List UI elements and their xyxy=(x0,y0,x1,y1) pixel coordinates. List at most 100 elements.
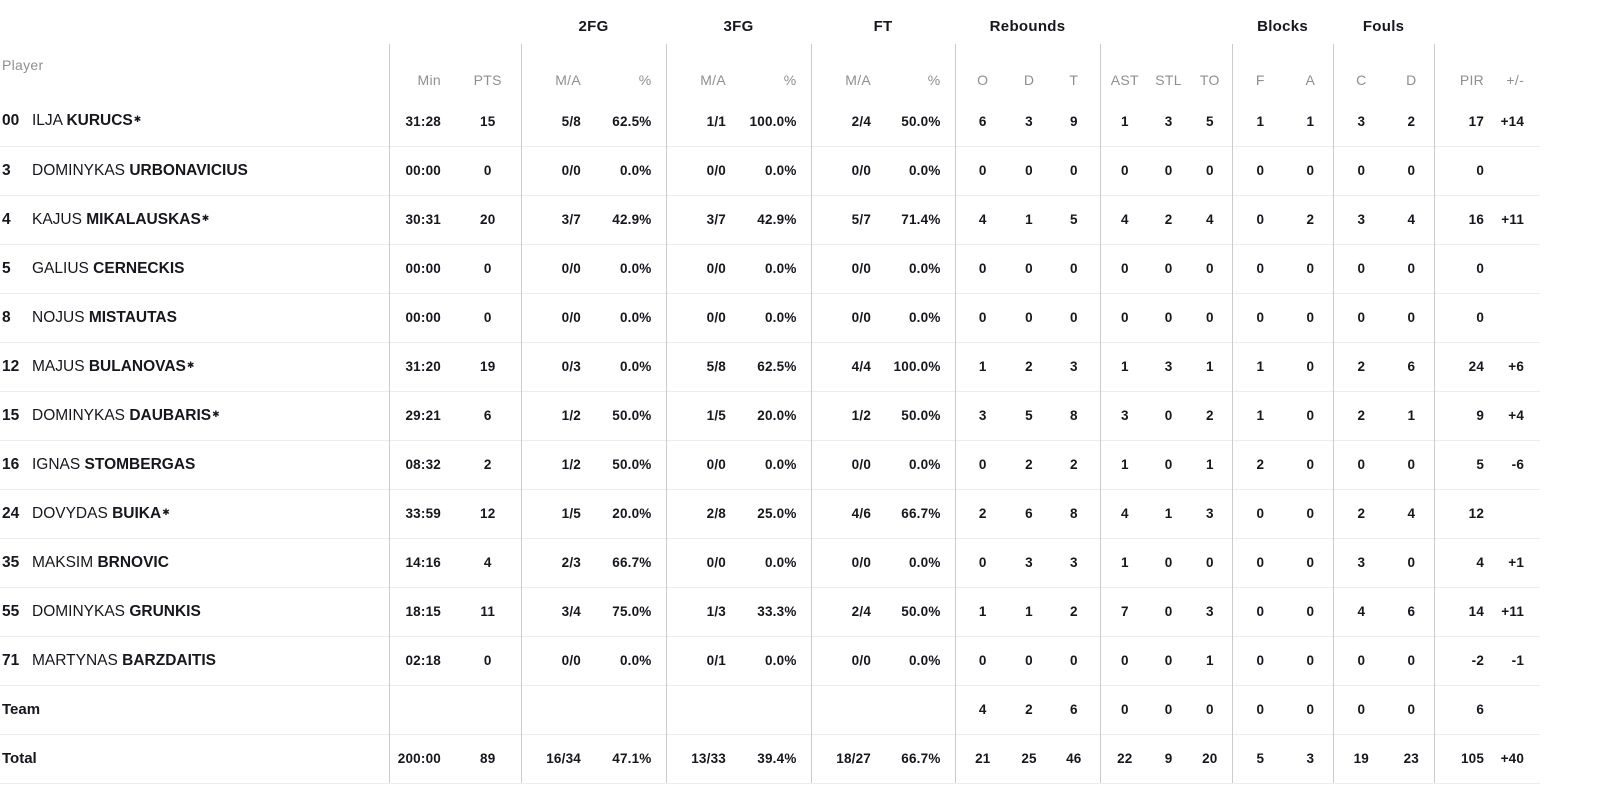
column-header-2fg-pct: % xyxy=(638,72,652,88)
player-last-name: BRNOVIC xyxy=(97,553,169,571)
player-last-name: URBONAVICIUS xyxy=(129,161,248,179)
stat-cell-pir: 0 xyxy=(1433,243,1491,293)
stat-cell-3fg-pct: 39.4% xyxy=(740,733,812,784)
player-name-cell: 4 KAJUS MIKALAUSKAS✱ xyxy=(0,194,389,244)
jersey-number: 12 xyxy=(2,357,20,375)
stat-cell-to: 0 xyxy=(1188,684,1233,734)
stat-cell-foul-c: 4 xyxy=(1332,586,1390,636)
stat-cell-plusminus: +1 xyxy=(1490,537,1541,587)
stat-cell-to: 0 xyxy=(1188,537,1233,587)
stat-cell-foul-c: 3 xyxy=(1332,97,1390,146)
group-header-2fg: 2FG xyxy=(578,17,609,35)
stat-cell-ft-pct: 0.0% xyxy=(885,635,956,685)
stat-cell-2fg-ma: 1/2 xyxy=(520,439,595,489)
stat-cell-reb-o: 4 xyxy=(954,194,1011,244)
stat-cell-min: 00:00 xyxy=(388,243,455,293)
stat-cell-ast: 22 xyxy=(1099,733,1150,784)
stat-cell-2fg-ma: 0/0 xyxy=(520,292,595,342)
stat-cell-reb-d: 0 xyxy=(1010,243,1049,293)
stat-cell-foul-c: 2 xyxy=(1332,341,1390,391)
stat-cell-to: 0 xyxy=(1188,243,1233,293)
stat-cell-ft-pct xyxy=(885,684,956,734)
stat-cell-min: 00:00 xyxy=(388,292,455,342)
stat-cell-ast: 4 xyxy=(1099,194,1150,244)
jersey-number: 4 xyxy=(2,210,11,228)
stat-cell-ft-pct: 66.7% xyxy=(885,733,956,784)
stat-cell-2fg-ma: 0/0 xyxy=(520,243,595,293)
stat-cell-foul-d: 0 xyxy=(1389,684,1435,734)
stat-cell-ft-ma: 5/7 xyxy=(810,194,886,244)
column-header-blk-f: F xyxy=(1231,44,1289,97)
stat-cell-reb-t: 8 xyxy=(1048,390,1101,440)
stat-cell-stl: 0 xyxy=(1149,635,1189,685)
stat-cell-reb-t: 0 xyxy=(1048,635,1101,685)
stat-cell-foul-c: 3 xyxy=(1332,194,1390,244)
stat-cell-pir: 24 xyxy=(1433,341,1491,391)
stat-cell-pts: 11 xyxy=(455,586,521,636)
player-last-name: CERNECKIS xyxy=(93,259,185,277)
stat-cell-reb-d: 2 xyxy=(1010,439,1049,489)
column-header-ast: AST xyxy=(1099,44,1150,97)
stat-cell-3fg-pct: 100.0% xyxy=(749,113,797,129)
stat-cell-pts: 4 xyxy=(455,537,521,587)
stat-cell-pir: 9 xyxy=(1433,390,1491,440)
column-header-ft-ma: M/A xyxy=(810,44,886,97)
stat-cell-3fg-pct: 0.0% xyxy=(740,145,812,195)
player-last-name: BUIKA xyxy=(112,504,162,522)
stat-cell-reb-t: 0 xyxy=(1048,243,1101,293)
stat-cell-ast: 7 xyxy=(1099,586,1150,636)
stat-cell-plusminus: +14 xyxy=(1500,113,1525,129)
stat-cell-blk-a: 0 xyxy=(1288,341,1334,391)
player-row: 15 DOMINYKAS DAUBARIS✱ 29:21 6 1/2 50.0% 1/5 20… xyxy=(0,390,1541,440)
group-header-spacer-minpts xyxy=(389,0,521,44)
stat-cell-plusminus xyxy=(1490,488,1541,538)
stat-cell-stl: 1 xyxy=(1149,488,1189,538)
column-header-3fg-pct: % xyxy=(783,72,797,88)
stat-cell-2fg-ma: 3/7 xyxy=(520,194,595,244)
column-header-reb-d: D xyxy=(1023,72,1035,88)
stat-cell-plusminus: +11 xyxy=(1490,194,1541,244)
stat-cell-min: 30:31 xyxy=(388,194,455,244)
stat-cell-reb-t: 3 xyxy=(1048,537,1101,587)
player-row: 55 DOMINYKAS GRUNKIS 18:15 11 3/4 75.0% 1/3 33.… xyxy=(0,586,1541,636)
group-header-fouls: Fouls xyxy=(1362,17,1405,35)
group-header-blocks: Blocks xyxy=(1257,17,1309,35)
stat-cell-foul-d: 23 xyxy=(1389,733,1435,784)
stat-cell-to: 3 xyxy=(1188,488,1233,538)
stat-cell-3fg-ma xyxy=(665,684,741,734)
column-header-foul-d: D xyxy=(1406,72,1417,88)
team-row: Team 4 2 6 0 0 0 0 0 0 0 6 xyxy=(0,684,1541,734)
stat-cell-reb-d: 3 xyxy=(1025,113,1033,129)
stat-cell-ft-ma: 2/4 xyxy=(810,97,886,146)
stat-cell-3fg-pct: 20.0% xyxy=(740,390,812,440)
stat-cell-ft-ma: 2/4 xyxy=(810,586,886,636)
stat-cell-pir: 0 xyxy=(1433,145,1491,195)
column-header-reb-t: T xyxy=(1069,72,1079,88)
stat-cell-to: 5 xyxy=(1205,113,1214,129)
stat-cell-pir: -2 xyxy=(1433,635,1491,685)
stat-cell-3fg-pct: 0.0% xyxy=(740,439,812,489)
stat-cell-ast: 1 xyxy=(1099,341,1150,391)
stat-cell-foul-c: 3 xyxy=(1332,537,1390,587)
player-column-header: Player xyxy=(2,57,44,73)
group-header-3fg: 3FG xyxy=(723,17,754,35)
player-first-name: MARTYNAS xyxy=(32,651,123,669)
stat-cell-ast: 3 xyxy=(1099,390,1150,440)
player-row: 24 DOVYDAS BUIKA✱ 33:59 12 1/5 20.0% 2/8 25.0% 4… xyxy=(0,488,1541,538)
stat-cell-reb-o: 0 xyxy=(954,439,1011,489)
player-row: 8 NOJUS MISTAUTAS 00:00 0 0/0 0.0% 0/0 0.0% 0/0 0… xyxy=(0,292,1541,342)
stat-cell-3fg-ma: 0/0 xyxy=(665,439,741,489)
player-name-cell: 16 IGNAS STOMBERGAS xyxy=(0,439,389,489)
jersey-number: 24 xyxy=(2,504,20,522)
stat-cell-blk-f: 1 xyxy=(1231,390,1289,440)
stat-cell-min: 18:15 xyxy=(388,586,455,636)
jersey-number: 35 xyxy=(2,553,20,571)
stat-cell-foul-c: 0 xyxy=(1332,145,1390,195)
stat-cell-foul-d: 0 xyxy=(1389,439,1435,489)
stat-cell-ast: 1 xyxy=(1099,439,1150,489)
stat-cell-plusminus: +4 xyxy=(1490,390,1541,440)
stat-cell-3fg-pct: 0.0% xyxy=(740,292,812,342)
stat-cell-ft-ma: 0/0 xyxy=(810,145,886,195)
stat-cell-stl: 3 xyxy=(1149,341,1189,391)
column-header-reb-o: O xyxy=(954,44,1011,97)
